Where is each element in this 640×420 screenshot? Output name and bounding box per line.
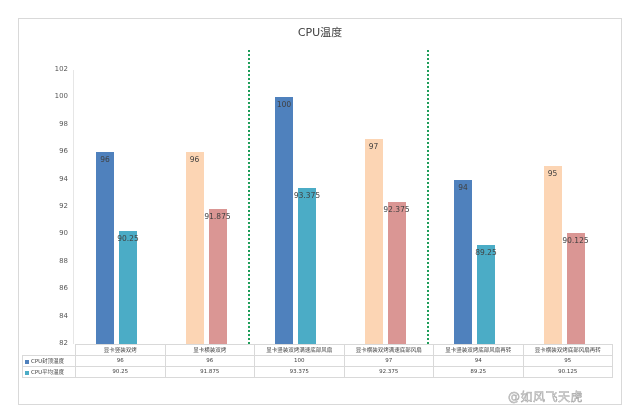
y-tick-label: 92 xyxy=(59,202,68,210)
bar-avg xyxy=(208,208,227,344)
legend-swatch-icon xyxy=(25,370,29,375)
table-cell: 96 xyxy=(75,355,166,367)
bar-peak xyxy=(543,165,562,344)
data-label: 91.875 xyxy=(204,211,231,221)
y-tick-label: 100 xyxy=(54,92,68,101)
data-label: 96 xyxy=(100,155,110,165)
data-label: 90.125 xyxy=(562,235,589,245)
y-tick-label: 90 xyxy=(59,229,68,238)
category-label: 显卡竖装双烤满速底部风扇 xyxy=(254,344,345,356)
data-label: 89.25 xyxy=(475,247,497,257)
category-label: 显卡竖装双烤底部风扇再转 xyxy=(433,344,524,356)
bar-peak xyxy=(364,138,383,344)
table-row-peak: CPU封顶温度 96 96 100 97 94 95 xyxy=(22,355,613,367)
table-cell: 90.25 xyxy=(75,366,166,378)
bar-peak xyxy=(185,152,204,344)
y-tick-label: 88 xyxy=(59,256,68,265)
legend-entry-avg: CPU平均温度 xyxy=(22,366,76,378)
table-cell: 96 xyxy=(164,355,255,367)
bar-peak xyxy=(454,179,472,344)
bar-peak xyxy=(96,152,114,344)
y-tick-label: 84 xyxy=(59,311,68,320)
table-cell: 93.375 xyxy=(254,366,345,378)
table-row-avg: CPU平均温度 90.25 91.875 93.375 92.375 89.25… xyxy=(22,366,613,378)
data-label: 93.375 xyxy=(293,191,321,201)
bar-avg xyxy=(387,201,406,344)
chart-frame xyxy=(18,18,622,405)
category-label: 显卡竖装双烤 xyxy=(75,344,166,356)
data-label: 100 xyxy=(276,100,292,110)
legend-entry-peak: CPU封顶温度 xyxy=(22,355,76,367)
category-row: 显卡竖装双烤 显卡横装双烤 显卡竖装双烤满速底部风扇 显卡横装双烤满速底部风扇 … xyxy=(22,344,613,356)
data-label: 97 xyxy=(368,141,379,151)
table-cell: 91.875 xyxy=(164,366,255,378)
chart-title: CPU温度 xyxy=(297,26,343,39)
bar-avg xyxy=(477,244,495,344)
y-tick-label: 82 xyxy=(59,339,68,347)
y-tick-label: 96 xyxy=(59,147,68,156)
group-separator-1 xyxy=(248,50,250,344)
table-cell: 89.25 xyxy=(433,366,524,378)
table-cell: 90.125 xyxy=(522,366,613,378)
table-cell: 100 xyxy=(254,355,345,367)
y-tick-label: 86 xyxy=(59,284,68,293)
group-separator-2 xyxy=(427,50,429,344)
y-tick-label: 102 xyxy=(54,65,68,73)
data-label: 90.25 xyxy=(117,233,139,243)
category-label: 显卡横装双烤满速底部风扇 xyxy=(343,344,434,356)
data-table: 显卡竖装双烤 显卡横装双烤 显卡竖装双烤满速底部风扇 显卡横装双烤满速底部风扇 … xyxy=(22,344,613,378)
bar-peak xyxy=(275,97,293,344)
data-label: 96 xyxy=(189,155,200,165)
y-axis-line xyxy=(73,70,74,344)
bar-avg xyxy=(566,232,585,344)
bar-avg xyxy=(119,230,137,344)
data-label: 92.375 xyxy=(383,204,410,214)
data-label: 95 xyxy=(547,168,558,178)
bar-avg xyxy=(298,188,316,344)
y-tick-label: 94 xyxy=(59,174,68,183)
category-label: 显卡横装双烤底部风扇再转 xyxy=(522,344,613,356)
table-cell: 94 xyxy=(433,355,524,367)
table-cell: 92.375 xyxy=(343,366,434,378)
category-label: 显卡横装双烤 xyxy=(164,344,255,356)
legend-swatch-icon xyxy=(25,359,29,364)
table-cell: 97 xyxy=(343,355,434,367)
data-label: 94 xyxy=(458,182,468,192)
watermark: @如风飞天虎 xyxy=(508,390,584,405)
table-cell: 95 xyxy=(522,355,613,367)
y-tick-label: 98 xyxy=(59,119,68,128)
